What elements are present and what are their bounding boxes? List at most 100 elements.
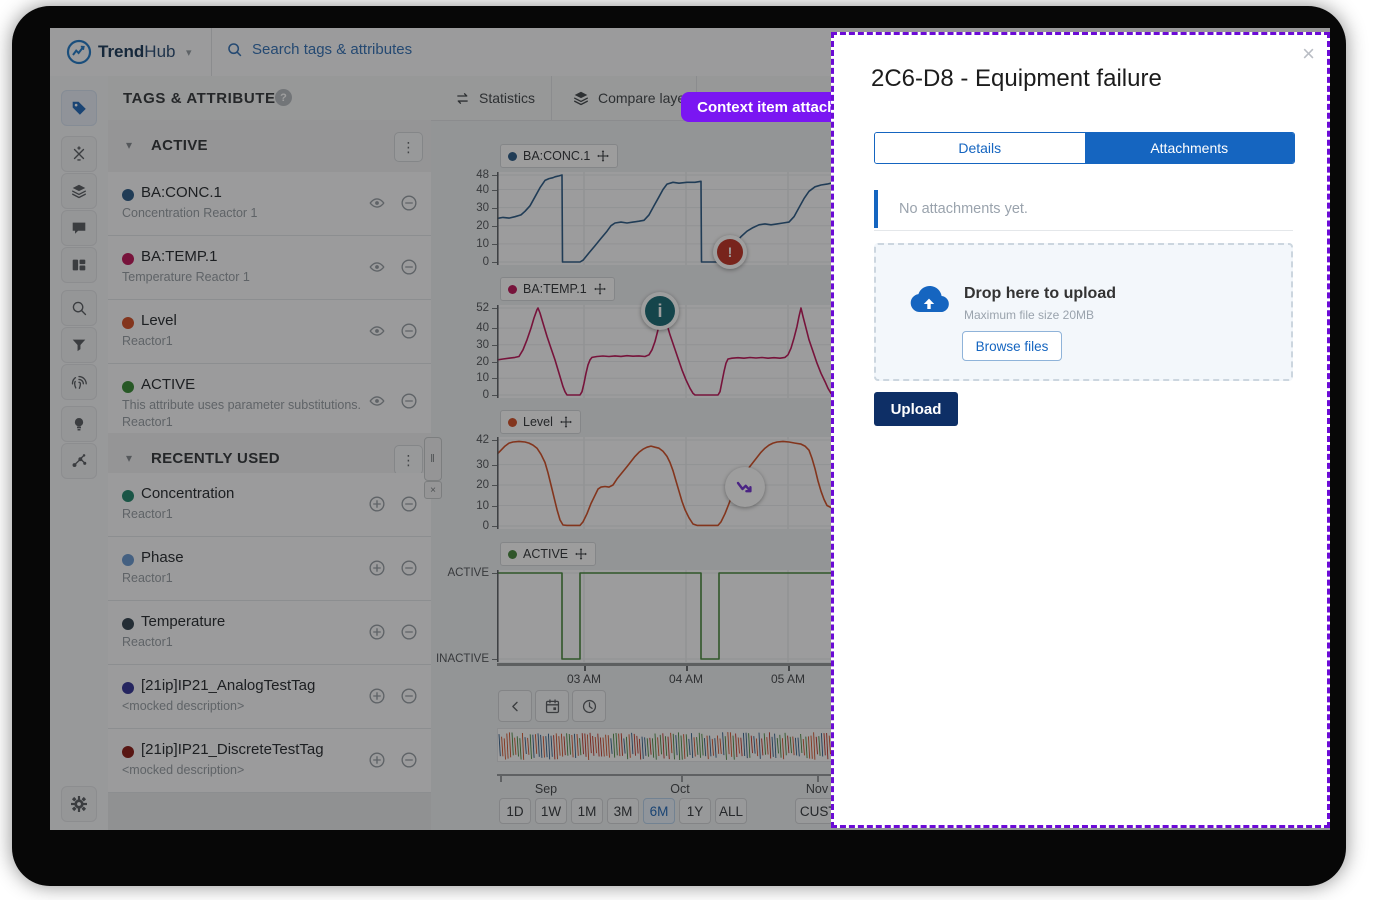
- tag-item-concentration[interactable]: Concentration Reactor1: [108, 473, 431, 537]
- move-icon: [593, 282, 607, 296]
- remove-icon[interactable]: [398, 320, 420, 342]
- toolbar-item-statistics[interactable]: Statistics: [440, 76, 549, 120]
- tag-item-temperature[interactable]: Temperature Reactor1: [108, 601, 431, 665]
- range-button-1m[interactable]: 1M: [571, 798, 603, 824]
- sidebar-button-gear-icon[interactable]: [61, 786, 97, 822]
- x-tick-label: 05 AM: [770, 672, 806, 686]
- add-icon[interactable]: [366, 749, 388, 771]
- eye-icon[interactable]: [366, 320, 388, 342]
- tag-description: Reactor1: [122, 334, 173, 348]
- add-icon[interactable]: [366, 685, 388, 707]
- section-menu-button[interactable]: ⋮: [394, 132, 423, 162]
- tab-details[interactable]: Details: [875, 133, 1085, 163]
- browse-files-button[interactable]: Browse files: [962, 331, 1062, 361]
- y-tick-label: INACTIVE: [435, 653, 489, 665]
- add-icon[interactable]: [366, 621, 388, 643]
- file-dropzone[interactable]: Drop here to upload Maximum file size 20…: [874, 243, 1293, 381]
- add-icon[interactable]: [366, 493, 388, 515]
- sidebar-button-comment-icon[interactable]: [61, 210, 97, 246]
- month-label: Nov: [805, 782, 829, 796]
- y-tick-mark: [492, 573, 497, 574]
- legend-chip-ba-conc-1[interactable]: BA:CONC.1: [500, 144, 619, 168]
- upload-button[interactable]: Upload: [874, 392, 958, 426]
- x-tick-mark: [686, 666, 688, 671]
- tag-name: [21ip]IP21_DiscreteTestTag: [141, 741, 324, 758]
- range-button-1y[interactable]: 1Y: [679, 798, 711, 824]
- remove-icon[interactable]: [398, 557, 420, 579]
- dropzone-title: Drop here to upload: [964, 285, 1116, 302]
- timeline-chevron-left-button[interactable]: [498, 690, 532, 722]
- tag-description-2: Reactor1: [122, 415, 173, 429]
- help-icon[interactable]: ?: [275, 89, 292, 106]
- gear-icon: [69, 794, 89, 814]
- range-button-1w[interactable]: 1W: [535, 798, 567, 824]
- tag-item--21ip-ip21-analogtesttag[interactable]: [21ip]IP21_AnalogTestTag <mocked descrip…: [108, 665, 431, 729]
- tag-item-level[interactable]: Level Reactor1: [108, 300, 431, 364]
- range-button-1d[interactable]: 1D: [499, 798, 531, 824]
- sidebar-button-tag-icon[interactable]: [61, 90, 97, 126]
- series-name: BA:CONC.1: [523, 149, 591, 163]
- eye-icon[interactable]: [366, 390, 388, 412]
- y-tick-label: ACTIVE: [447, 567, 489, 579]
- sidebar-button-dashboard-icon[interactable]: [61, 247, 97, 283]
- tag-color-dot: [122, 253, 134, 265]
- tag-item-active[interactable]: ACTIVE This attribute uses parameter sub…: [108, 364, 431, 440]
- tag-item-ba-temp-1[interactable]: BA:TEMP.1 Temperature Reactor 1: [108, 236, 431, 300]
- y-tick-label: 30: [476, 338, 489, 351]
- sidebar-button-fingerprint-icon[interactable]: [61, 364, 97, 400]
- search-input[interactable]: Search tags & attributes: [226, 41, 412, 58]
- eye-icon[interactable]: [366, 256, 388, 278]
- tag-item-ba-conc-1[interactable]: BA:CONC.1 Concentration Reactor 1: [108, 172, 431, 236]
- modal-tabs: Details Attachments: [874, 132, 1295, 164]
- timeline-calendar-button[interactable]: [535, 690, 569, 722]
- month-tick-mark: [817, 774, 819, 782]
- panel-collapse-icon[interactable]: ×: [424, 481, 442, 499]
- tag-item-phase[interactable]: Phase Reactor1: [108, 537, 431, 601]
- timeline-clock-button[interactable]: [572, 690, 606, 722]
- tag-description: <mocked description>: [122, 699, 245, 713]
- panel-splitter-handle[interactable]: ‖: [424, 437, 442, 481]
- y-tick-label: 42: [476, 434, 489, 446]
- legend-chip-active[interactable]: ACTIVE: [500, 542, 597, 566]
- dashboard-icon: [70, 256, 88, 274]
- remove-icon[interactable]: [398, 493, 420, 515]
- sidebar-button-search-icon[interactable]: [61, 290, 97, 326]
- toolbar-item-compare-layers[interactable]: Compare layers: [558, 76, 711, 120]
- legend-chip-ba-temp-1[interactable]: BA:TEMP.1: [500, 277, 615, 301]
- range-button-all[interactable]: ALL: [715, 798, 747, 824]
- tab-attachments[interactable]: Attachments: [1084, 133, 1294, 163]
- add-icon[interactable]: [366, 557, 388, 579]
- toolbar-item-label: Statistics: [479, 90, 536, 106]
- context-marker-warning[interactable]: !: [713, 235, 747, 269]
- sidebar-button-layers-icon[interactable]: [61, 173, 97, 209]
- range-button-6m[interactable]: 6M: [643, 798, 675, 824]
- topbar-divider: [211, 28, 212, 76]
- lightbulb-icon: [70, 415, 88, 433]
- brand-chevron-down-icon[interactable]: ▾: [186, 47, 192, 59]
- tag-item--21ip-ip21-discretetesttag[interactable]: [21ip]IP21_DiscreteTestTag <mocked descr…: [108, 729, 431, 793]
- y-tick-label: 0: [482, 520, 489, 532]
- eye-icon[interactable]: [366, 192, 388, 214]
- context-marker-trend[interactable]: [725, 467, 765, 507]
- tag-name: [21ip]IP21_AnalogTestTag: [141, 677, 316, 694]
- remove-icon[interactable]: [398, 749, 420, 771]
- tag-color-dot: [122, 189, 134, 201]
- move-icon: [574, 547, 588, 561]
- tag-color-dot: [122, 317, 134, 329]
- remove-icon[interactable]: [398, 192, 420, 214]
- legend-chip-level[interactable]: Level: [500, 410, 581, 434]
- sidebar-button-lightbulb-icon[interactable]: [61, 406, 97, 442]
- remove-icon[interactable]: [398, 685, 420, 707]
- cloud-upload-icon: [908, 283, 950, 315]
- section-menu-button[interactable]: ⋮: [394, 445, 423, 475]
- close-icon[interactable]: ×: [1302, 41, 1315, 66]
- sidebar-button-scatter-icon[interactable]: [61, 443, 97, 479]
- series-color-dot: [508, 417, 517, 427]
- sidebar-button-formula-icon[interactable]: [61, 136, 97, 172]
- remove-icon[interactable]: [398, 621, 420, 643]
- remove-icon[interactable]: [398, 390, 420, 412]
- range-button-3m[interactable]: 3M: [607, 798, 639, 824]
- sidebar-button-filter-icon[interactable]: [61, 327, 97, 363]
- remove-icon[interactable]: [398, 256, 420, 278]
- context-marker-info[interactable]: i: [641, 292, 679, 330]
